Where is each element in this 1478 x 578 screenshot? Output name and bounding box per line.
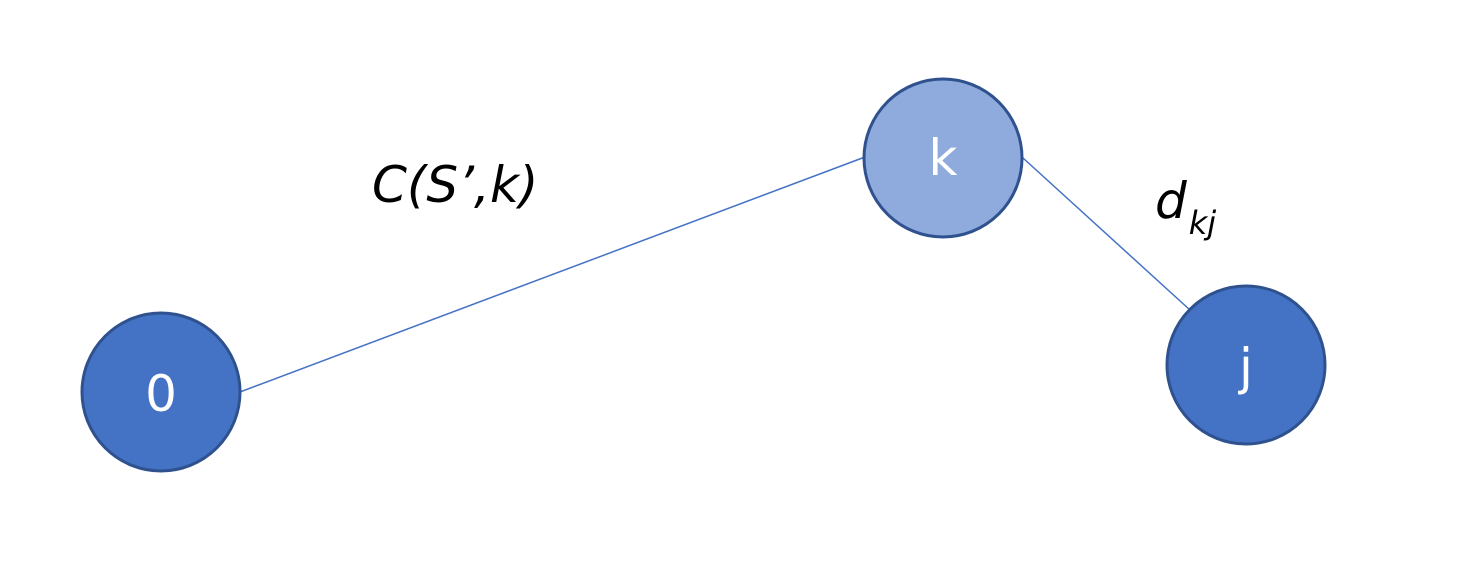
- node-k-circle: [862, 77, 1024, 239]
- edge-label-cost: C(S’,k): [372, 156, 538, 214]
- node-0-label: 0: [145, 365, 177, 423]
- node-k: k: [862, 77, 1024, 239]
- node-j-circle: [1165, 284, 1327, 446]
- edge-0-k: [239, 156, 866, 393]
- edge-label-distance-sub: kj: [1189, 204, 1217, 242]
- node-j: j: [1165, 284, 1327, 446]
- node-0: 0: [80, 311, 242, 473]
- node-j-label: j: [1238, 338, 1253, 396]
- edge-k-j: [1022, 157, 1191, 311]
- node-k-label: k: [929, 129, 958, 187]
- node-0-circle: [80, 311, 242, 473]
- edge-label-distance: dkj: [1155, 172, 1216, 242]
- edge-label-distance-main: d: [1155, 172, 1187, 230]
